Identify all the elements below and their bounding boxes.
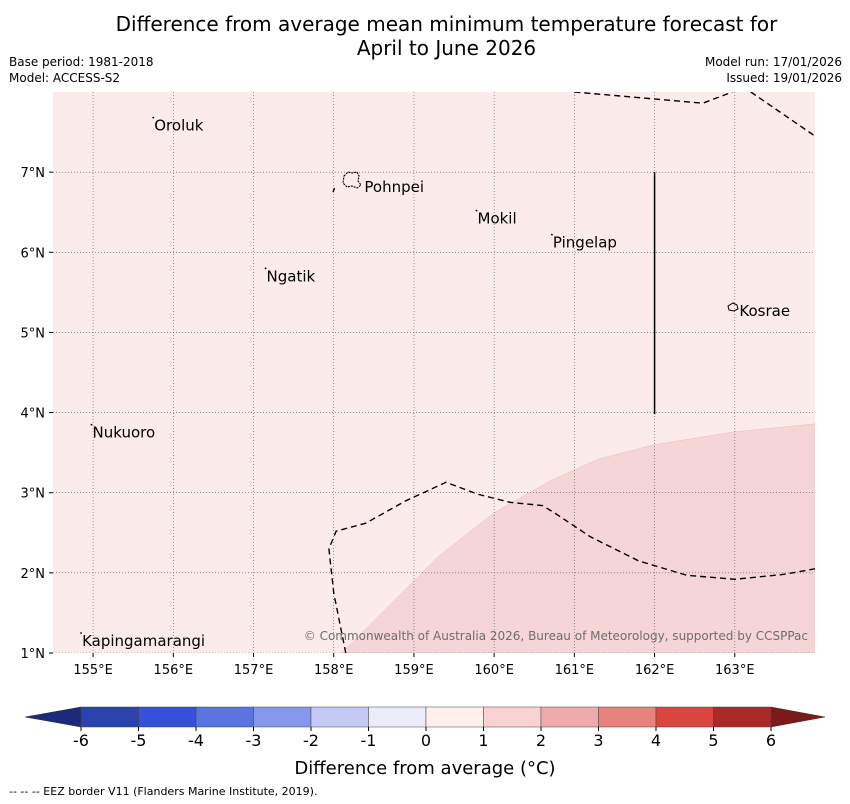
colorbar-tick-label: 3 — [593, 731, 603, 750]
eez-border-line — [750, 92, 815, 137]
lon-tick-label: 161°E — [555, 663, 595, 678]
island-label: Pohnpei — [364, 178, 424, 196]
colorbar-tick-label: -6 — [73, 731, 89, 750]
lon-tick-label: 155°E — [73, 663, 113, 678]
colorbar-tick-label: 0 — [421, 731, 431, 750]
colorbar-segments — [24, 706, 826, 728]
colorbar-segment — [253, 706, 312, 728]
lon-tick-label: 163°E — [715, 663, 755, 678]
meta-right: Model run: 17/01/2026 Issued: 19/01/2026 — [705, 54, 842, 86]
lon-tick-label: 159°E — [394, 663, 434, 678]
colorbar-segment — [195, 706, 254, 728]
lon-tick-label: 160°E — [474, 663, 514, 678]
island-label: Kapingamarangi — [82, 632, 205, 650]
colorbar-tick-labels: -6 -5 -4 -3 -2 -1 0 1 2 3 4 5 6 — [73, 727, 776, 750]
chart-title: Difference from average mean minimum tem… — [0, 12, 850, 60]
lat-tick-label: 5°N — [21, 326, 46, 341]
eez-border-line — [332, 187, 336, 193]
pohnpei-island — [342, 171, 362, 189]
eez-border-line — [574, 92, 733, 104]
model-run: Model run: 17/01/2026 — [704, 55, 842, 69]
colorbar-segment — [540, 706, 599, 728]
island-label: Kosrae — [739, 302, 790, 320]
island-marker — [551, 233, 553, 236]
colorbar-tick-label: -5 — [131, 731, 147, 750]
colorbar-segment — [598, 706, 657, 728]
chart-title-line1: Difference from average mean minimum tem… — [115, 12, 778, 36]
colorbar-segment — [80, 706, 139, 728]
colorbar-tick-label: 4 — [651, 731, 661, 750]
lon-tick-label: 158°E — [314, 663, 354, 678]
island-label: Mokil — [478, 210, 517, 228]
colorbar-tick-label: -4 — [188, 731, 204, 750]
colorbar-segment — [138, 706, 197, 728]
lon-tick-label: 162°E — [635, 663, 675, 678]
island-marker — [475, 209, 478, 212]
colorbar-tick-label: -3 — [246, 731, 262, 750]
lat-tick-label: 1°N — [21, 647, 46, 662]
colorbar-segment — [368, 706, 427, 728]
island-marker — [90, 423, 93, 426]
island-label: Pingelap — [553, 234, 617, 252]
issued-date: Issued: 19/01/2026 — [726, 71, 842, 85]
island-marker — [264, 267, 267, 270]
lat-tick-label: 2°N — [21, 567, 46, 582]
colorbar-extend-low — [24, 706, 82, 728]
anomaly-region — [341, 423, 815, 653]
colorbar-extend-high — [770, 706, 826, 728]
colorbar-tick-label: 1 — [478, 731, 488, 750]
colorbar-tick-label: -2 — [303, 731, 319, 750]
colorbar-segment — [310, 706, 369, 728]
colorbar-tick-label: 2 — [536, 731, 546, 750]
chart-title-line2: April to June 2026 — [356, 36, 537, 60]
island-marker — [152, 116, 155, 119]
island-marker — [80, 632, 82, 634]
lat-tick-label: 6°N — [21, 246, 46, 261]
colorbar-segment — [655, 706, 714, 728]
forecast-map: Oroluk Pohnpei Mokil Pingelap Ngatik Kosrae Nu… — [21, 92, 815, 678]
meta-left: Base period: 1981-2018 Model: ACCESS-S2 — [9, 54, 154, 86]
lat-tick-label: 7°N — [21, 166, 46, 181]
lat-tick-label: 4°N — [21, 407, 46, 422]
footnote: -- -- -- EEZ border V11 (Flanders Marine… — [9, 785, 318, 798]
eez-border-line — [328, 481, 815, 653]
island-label: Oroluk — [154, 117, 203, 135]
colorbar-tick-label: -1 — [361, 731, 377, 750]
lon-tick-label: 156°E — [154, 663, 194, 678]
eez-borders — [328, 92, 815, 653]
colorbar-tick-label: 6 — [766, 731, 776, 750]
copyright-notice: © Commonwealth of Australia 2026, Bureau… — [304, 629, 808, 643]
colorbar-segment — [425, 706, 484, 728]
model-name: Model: ACCESS-S2 — [9, 71, 121, 85]
lat-tick-label: 3°N — [21, 487, 46, 502]
colorbar-title: Difference from average (°C) — [294, 758, 555, 779]
colorbar-segment — [713, 706, 772, 728]
island-labels: Oroluk Pohnpei Mokil Pingelap Ngatik Kosrae Nu… — [80, 117, 790, 650]
kosrae-island — [727, 302, 739, 312]
lon-tick-label: 157°E — [234, 663, 274, 678]
axis-ticks: 155°E 156°E 157°E 158°E 159°E 160°E 161°E 162°E… — [21, 166, 755, 678]
island-label: Ngatik — [267, 267, 316, 285]
colorbar-segment — [483, 706, 542, 728]
base-period: Base period: 1981-2018 — [9, 55, 154, 69]
colorbar-tick-label: 5 — [708, 731, 718, 750]
island-label: Nukuoro — [93, 424, 156, 442]
